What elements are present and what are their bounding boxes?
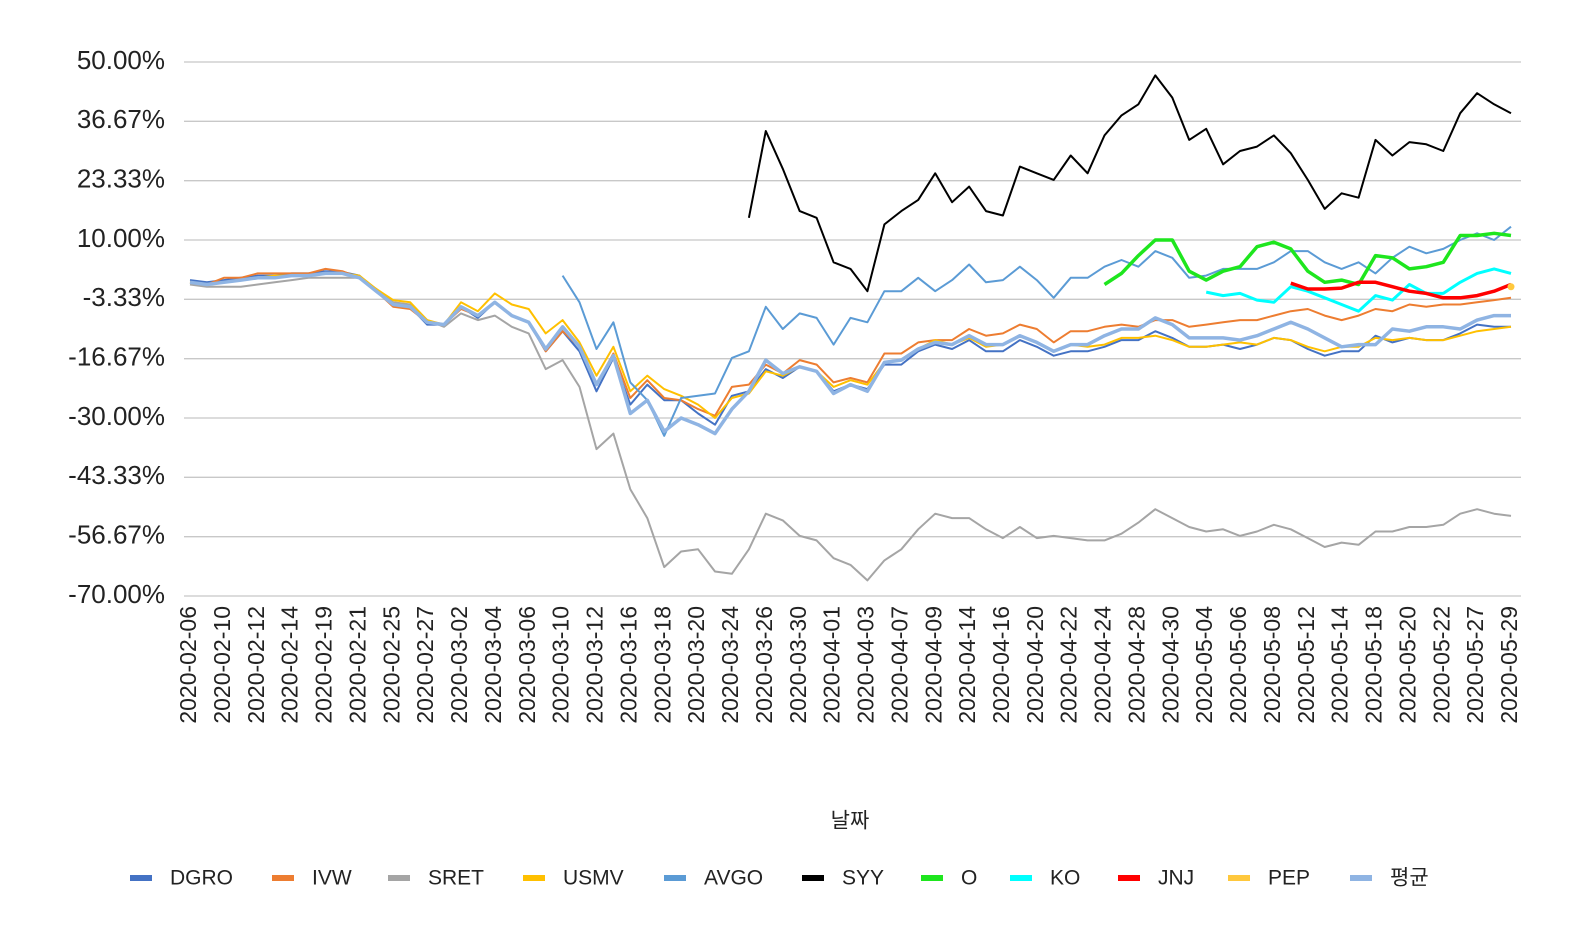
x-tick-label: 2020-05-18 bbox=[1361, 606, 1387, 724]
legend-label: AVGO bbox=[704, 867, 763, 890]
x-tick-label: 2020-05-14 bbox=[1327, 606, 1353, 724]
x-tick-label: 2020-04-16 bbox=[988, 606, 1014, 724]
y-tick-label: -3.33% bbox=[83, 282, 165, 312]
x-tick-label: 2020-04-03 bbox=[853, 606, 879, 724]
x-tick-label: 2020-03-06 bbox=[514, 606, 540, 724]
series-line bbox=[747, 74, 1512, 293]
x-tick-label: 2020-02-21 bbox=[344, 606, 370, 724]
x-tick-label: 2020-02-12 bbox=[243, 606, 269, 724]
legend-label: DGRO bbox=[170, 867, 233, 890]
x-tick-label: 2020-05-27 bbox=[1462, 606, 1488, 724]
y-tick-label: 23.33% bbox=[77, 164, 165, 194]
series-line bbox=[561, 225, 1512, 437]
series-line bbox=[189, 276, 1512, 582]
x-tick-label: 2020-03-16 bbox=[615, 606, 641, 724]
series-line bbox=[1103, 231, 1512, 287]
legend-label: O bbox=[961, 867, 977, 890]
series-line bbox=[189, 271, 1511, 436]
x-tick-label: 2020-02-06 bbox=[175, 606, 201, 724]
x-tick-label: 2020-02-25 bbox=[378, 606, 404, 724]
legend-swatch bbox=[272, 875, 294, 881]
legend-label: JNJ bbox=[1158, 867, 1194, 890]
y-tick-label: -70.00% bbox=[68, 579, 165, 609]
series-line bbox=[1205, 267, 1512, 313]
x-tick-label: 2020-04-07 bbox=[886, 606, 912, 724]
x-tick-label: 2020-04-09 bbox=[920, 606, 946, 724]
x-tick-label: 2020-02-14 bbox=[277, 606, 303, 724]
x-tick-label: 2020-04-24 bbox=[1090, 606, 1116, 724]
legend-label: 평균 bbox=[1390, 867, 1429, 890]
x-tick-label: 2020-03-18 bbox=[649, 606, 675, 724]
x-tick-label: 2020-04-20 bbox=[1022, 606, 1048, 724]
legend-swatch bbox=[1118, 875, 1140, 881]
legend-label: SRET bbox=[428, 867, 484, 890]
legend-label: USMV bbox=[563, 867, 624, 890]
legend-swatch bbox=[130, 875, 152, 881]
legend-label: IVW bbox=[312, 867, 352, 890]
y-tick-label: -30.00% bbox=[68, 401, 165, 431]
legend-swatch bbox=[802, 875, 824, 881]
x-tick-label: 2020-04-14 bbox=[954, 606, 980, 724]
x-tick-label: 2020-03-04 bbox=[480, 606, 506, 724]
x-tick-label: 2020-03-26 bbox=[751, 606, 777, 724]
x-tick-label: 2020-05-08 bbox=[1259, 606, 1285, 724]
legend-swatch bbox=[523, 875, 545, 881]
x-tick-label: 2020-03-12 bbox=[582, 606, 608, 724]
legend-swatch bbox=[1010, 875, 1032, 881]
legend-swatch bbox=[1350, 875, 1372, 881]
y-tick-label: -56.67% bbox=[68, 520, 165, 550]
x-axis-title: 날짜 bbox=[831, 810, 870, 833]
legend-swatch bbox=[388, 875, 410, 881]
x-tick-label: 2020-05-22 bbox=[1428, 606, 1454, 724]
x-tick-label: 2020-02-10 bbox=[209, 606, 235, 724]
x-tick-label: 2020-05-29 bbox=[1496, 606, 1522, 724]
y-tick-label: 50.00% bbox=[77, 45, 165, 75]
x-tick-label: 2020-05-04 bbox=[1191, 606, 1217, 724]
x-tick-label: 2020-04-01 bbox=[819, 606, 845, 724]
x-tick-label: 2020-04-30 bbox=[1157, 606, 1183, 724]
y-tick-label: 36.67% bbox=[77, 104, 165, 134]
series-line bbox=[1290, 280, 1512, 300]
series-line bbox=[189, 267, 1512, 417]
x-tick-label: 2020-03-30 bbox=[785, 606, 811, 724]
x-tick-label: 2020-04-28 bbox=[1123, 606, 1149, 724]
legend-label: PEP bbox=[1268, 867, 1310, 890]
x-tick-label: 2020-05-06 bbox=[1225, 606, 1251, 724]
y-tick-label: -16.67% bbox=[68, 342, 165, 372]
x-tick-label: 2020-03-20 bbox=[683, 606, 709, 724]
series-line bbox=[189, 272, 1512, 419]
x-tick-label: 2020-02-27 bbox=[412, 606, 438, 724]
x-tick-label: 2020-05-12 bbox=[1293, 606, 1319, 724]
x-tick-label: 2020-05-20 bbox=[1394, 606, 1420, 724]
legend-swatch bbox=[1228, 875, 1250, 881]
x-tick-label: 2020-04-22 bbox=[1056, 606, 1082, 724]
legend-swatch bbox=[664, 875, 686, 881]
x-tick-label: 2020-02-19 bbox=[311, 606, 337, 724]
legend-swatch bbox=[921, 875, 943, 881]
legend-label: SYY bbox=[842, 867, 884, 890]
y-tick-label: 10.00% bbox=[77, 223, 165, 253]
y-tick-label: -43.33% bbox=[68, 460, 165, 490]
x-tick-label: 2020-03-02 bbox=[446, 606, 472, 724]
line-point bbox=[1507, 283, 1515, 291]
x-tick-label: 2020-03-24 bbox=[717, 606, 743, 724]
x-tick-label: 2020-03-10 bbox=[548, 606, 574, 724]
legend-label: KO bbox=[1050, 867, 1080, 890]
